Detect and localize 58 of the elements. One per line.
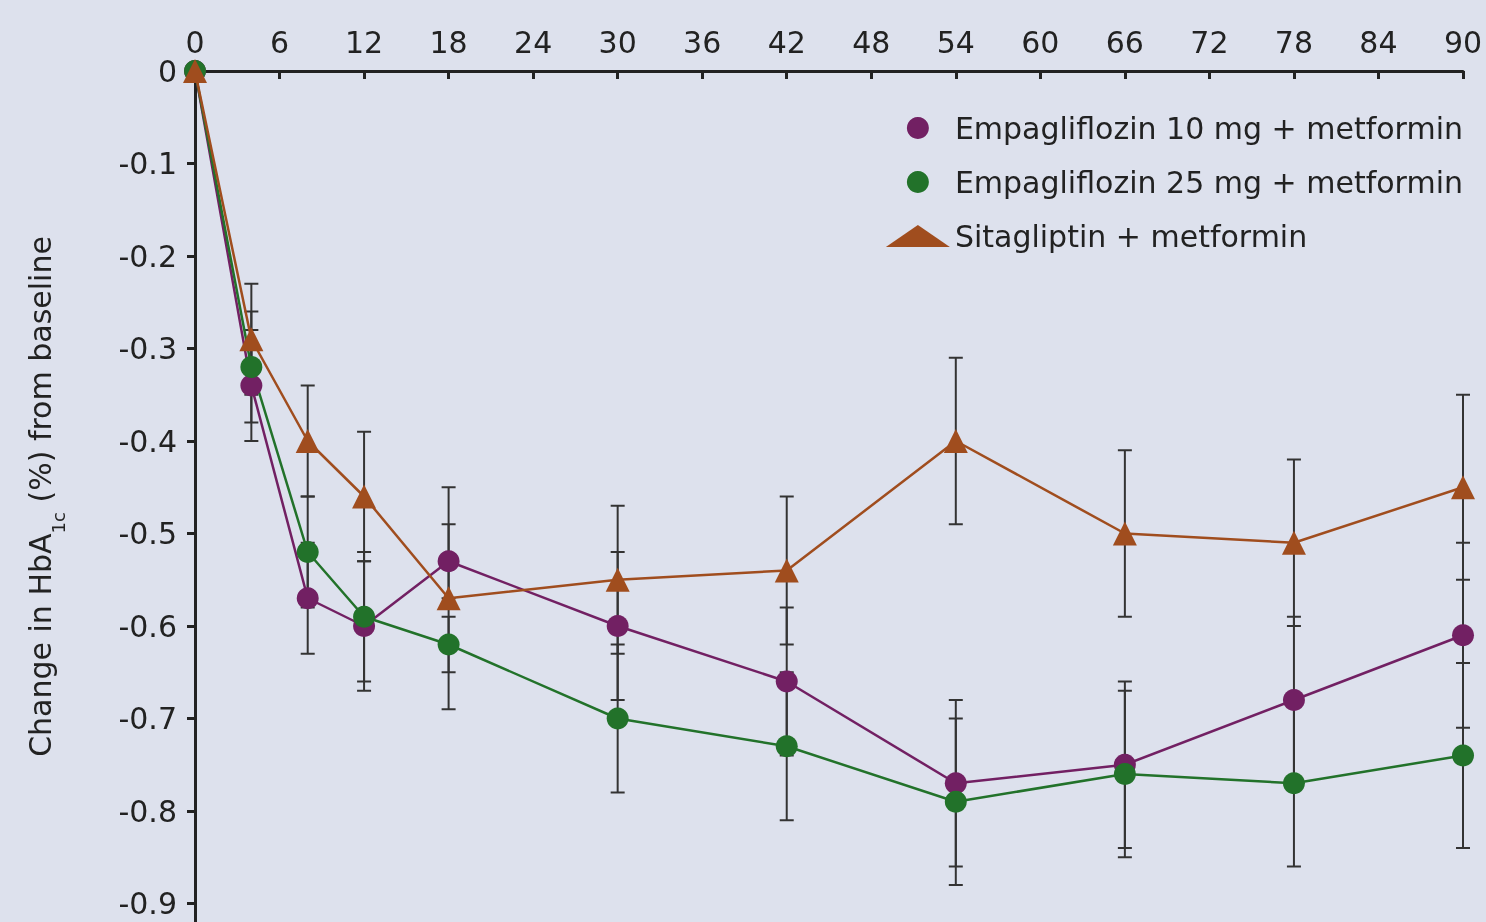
- point: [944, 772, 967, 795]
- y-tick-label: 0: [157, 53, 177, 89]
- point: [1452, 624, 1474, 647]
- y-tick-label: -0.6: [118, 608, 177, 644]
- legend-label: Empagliflozin 25 mg + metformin: [954, 164, 1463, 200]
- legend-label: Empagliflozin 10 mg + metformin: [954, 110, 1463, 146]
- y-tick-label: -0.2: [118, 238, 177, 274]
- x-tick-label: 0: [185, 24, 205, 60]
- point: [1113, 763, 1136, 785]
- y-tick-label: -0.5: [118, 516, 177, 551]
- x-tick-label: 66: [1105, 24, 1144, 60]
- point: [352, 484, 377, 509]
- x-tick-label: 78: [1274, 24, 1314, 60]
- x-tick-label: 42: [767, 24, 806, 60]
- y-tick-label: -0.8: [118, 793, 177, 829]
- point: [1112, 521, 1137, 546]
- point: [774, 558, 799, 583]
- point: [1451, 475, 1475, 500]
- point: [437, 633, 460, 656]
- x-tick-label: 6: [269, 24, 290, 60]
- point: [775, 670, 798, 693]
- y-tick-label: -0.1: [118, 146, 177, 181]
- x-tick-label: 54: [936, 24, 975, 60]
- x-tick-label: 24: [514, 24, 553, 60]
- legend-label: Sitagliptin + metformin: [954, 218, 1308, 254]
- point: [437, 550, 460, 573]
- point: [606, 707, 629, 730]
- x-tick-label: 36: [683, 24, 722, 60]
- y-axis-title: Change in HbA1c (%) from baseline: [22, 236, 69, 757]
- point: [775, 735, 798, 758]
- y-tick-label: -0.3: [118, 331, 177, 366]
- x-tick-label: 90: [1443, 24, 1483, 60]
- point: [1452, 744, 1474, 767]
- point: [1281, 530, 1306, 555]
- x-tick-label: 30: [598, 24, 637, 60]
- y-tick-label: -0.4: [118, 423, 177, 459]
- y-tick-label: -0.7: [118, 701, 177, 736]
- point: [296, 587, 319, 610]
- point: [295, 429, 320, 453]
- point: [239, 327, 264, 352]
- point: [605, 567, 630, 592]
- point: [296, 541, 319, 563]
- point: [943, 429, 968, 453]
- point: [436, 586, 461, 611]
- point: [240, 356, 263, 378]
- x-tick-label: 48: [852, 24, 891, 60]
- x-tick-label: 12: [344, 24, 384, 60]
- point: [353, 605, 376, 628]
- point: [240, 374, 263, 397]
- point: [944, 790, 967, 813]
- x-tick-label: 18: [429, 24, 468, 60]
- point: [606, 615, 629, 637]
- point: [1282, 772, 1305, 795]
- x-tick-label: 72: [1190, 24, 1229, 60]
- x-tick-label: 60: [1021, 24, 1060, 60]
- y-tick-label: -0.9: [118, 886, 177, 921]
- x-tick-label: 84: [1359, 24, 1398, 60]
- point: [1282, 689, 1305, 711]
